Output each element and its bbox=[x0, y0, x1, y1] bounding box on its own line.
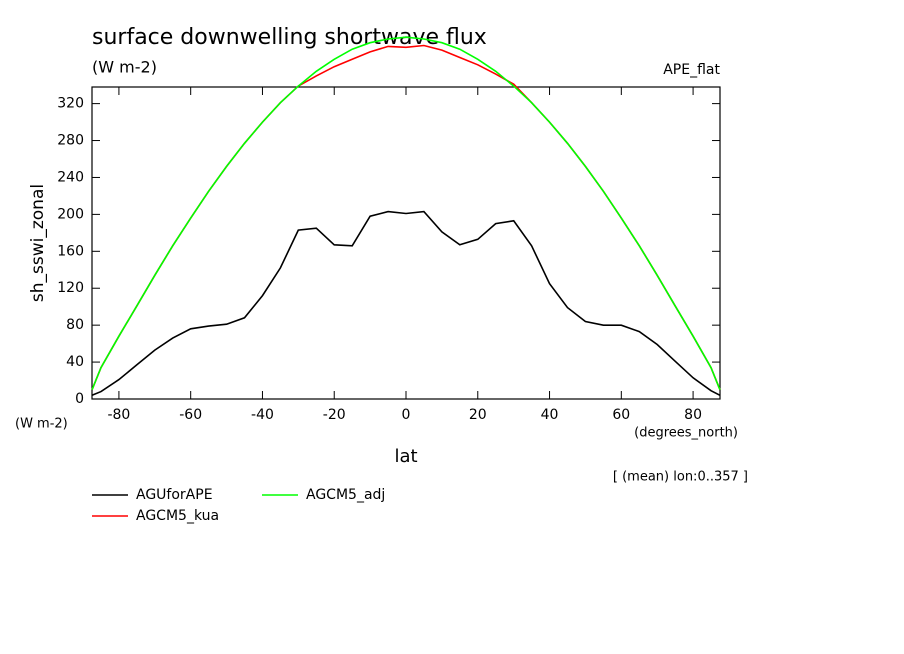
y-axis-units: (W m-2) bbox=[15, 417, 68, 432]
series-line bbox=[91, 210, 721, 397]
x-tick-label: 80 bbox=[684, 407, 702, 423]
plot-frame bbox=[91, 86, 721, 400]
y-tick-label: 240 bbox=[57, 169, 84, 185]
y-axis-label: sh_sswi_zonal bbox=[28, 184, 48, 302]
x-tick-label: 0 bbox=[402, 407, 411, 423]
subtitle: (W m-2) bbox=[92, 58, 157, 77]
y-tick-label: 120 bbox=[57, 280, 84, 296]
x-tick-label: 60 bbox=[612, 407, 630, 423]
legend-label: AGCM5_adj bbox=[306, 487, 385, 503]
y-tick-label: 160 bbox=[57, 243, 84, 259]
y-tick-label: 40 bbox=[66, 354, 84, 370]
series-line bbox=[91, 44, 721, 391]
y-tick-label: 0 bbox=[75, 391, 84, 407]
series-line bbox=[91, 36, 721, 391]
x-axis-units: (degrees_north) bbox=[634, 426, 738, 441]
legend-label: AGUforAPE bbox=[136, 487, 213, 503]
legend-label: AGCM5_kua bbox=[136, 508, 219, 524]
y-tick-label: 80 bbox=[66, 317, 84, 333]
x-tick-label: 20 bbox=[469, 407, 487, 423]
y-tick-label: 320 bbox=[57, 96, 84, 112]
x-tick-label: -80 bbox=[107, 407, 130, 423]
x-tick-label: -40 bbox=[251, 407, 274, 423]
x-tick-label: -60 bbox=[179, 407, 202, 423]
annotation: APE_flat bbox=[663, 62, 720, 78]
y-tick-label: 280 bbox=[57, 133, 84, 149]
x-axis-label: lat bbox=[394, 446, 417, 467]
y-tick-label: 200 bbox=[57, 206, 84, 222]
x-tick-label: -20 bbox=[323, 407, 346, 423]
note: [ (mean) lon:0..357 ] bbox=[613, 470, 748, 485]
x-tick-label: 40 bbox=[541, 407, 559, 423]
